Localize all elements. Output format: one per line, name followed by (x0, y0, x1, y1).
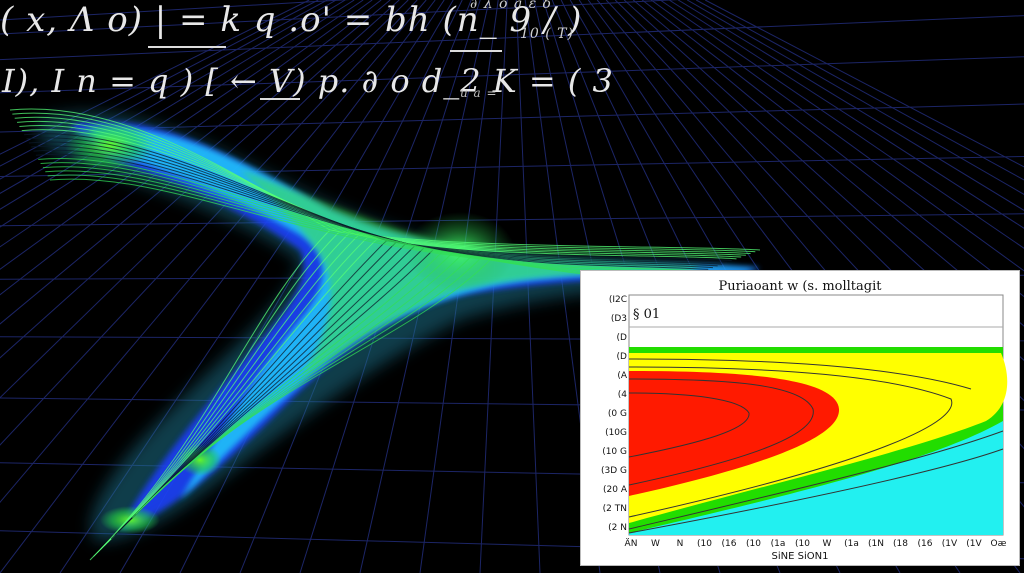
fraction-bar (148, 46, 226, 48)
inset-y-tick-label: (20 A (603, 485, 627, 495)
grid-line (0, 56, 1024, 94)
grid-line (0, 0, 409, 399)
grid-line (0, 213, 1024, 227)
grid-line (0, 15, 1024, 61)
grid-line (0, 0, 391, 325)
inset-contour-chart: Puriaoant w (s. molltagit § 01 (I2C (D3 (D… (580, 270, 1020, 566)
grid-line (686, 0, 1024, 195)
equation-line-2-subscript: u a = (460, 86, 498, 100)
inset-x-tick-label: (10 (795, 539, 810, 549)
inset-x-tick-label: (16 (721, 539, 737, 549)
inset-x-tick-label: (16 (917, 539, 933, 549)
inset-x-tick-label: (10 (746, 539, 761, 549)
grid-line (0, 0, 418, 446)
inset-x-tick-label: (1a (844, 539, 859, 549)
inset-y-tick-label: (D (616, 333, 627, 343)
inset-x-tick-label: (1V (966, 539, 982, 549)
grid-line (0, 0, 436, 573)
grid-line (0, 0, 680, 35)
inset-x-tick-label: (1N (868, 539, 884, 549)
grid-line (0, 0, 427, 504)
inset-chart-title: Puriaoant w (s. molltagit (718, 279, 882, 294)
inset-x-tick-label: Oæ (990, 539, 1007, 549)
inset-x-tick-label: (10 (697, 539, 712, 549)
equation-line-1-superscript: ∂ λ o a ε δ (470, 0, 553, 12)
inset-chart-canvas (581, 271, 1019, 565)
inset-y-tick-label: (2 N (608, 523, 627, 533)
inset-y-tick-label: (2 TN (602, 504, 627, 514)
inset-y-tick-label: (4 (617, 390, 627, 400)
grid-line (0, 0, 310, 155)
grid-line (0, 0, 400, 359)
fraction-bar (260, 98, 300, 100)
inset-y-tick-label: (A (617, 371, 627, 381)
inset-y-tick-label: (0 G (607, 409, 627, 419)
grid-line (677, 0, 1024, 211)
grid-line (650, 0, 1024, 272)
contour-line (19, 125, 742, 547)
inset-y-tick-label: (10G (605, 428, 627, 438)
equation-line-1: ( x, Λ o) | = k q .o' = bh (n_ 9 / ) (0, 0, 583, 40)
inset-x-tick-label: W (822, 539, 832, 549)
grid-line (695, 0, 1024, 181)
inset-y-tick-label: (D (616, 352, 627, 362)
inset-annotation: § 01 (633, 307, 661, 322)
grid-line (0, 103, 1024, 133)
grid-line (0, 0, 328, 180)
grid-line (0, 0, 319, 167)
grid-line (668, 0, 1024, 229)
grid-line (659, 0, 1024, 249)
band-cyan (90, 128, 760, 500)
inset-x-tick-label: ÄN (624, 539, 638, 549)
grid-line (0, 0, 382, 296)
inset-x-tick-label: N (676, 539, 684, 549)
inset-y-tick-label: (D3 (610, 314, 627, 324)
contour-line (12, 112, 756, 557)
grid-line (0, 0, 364, 248)
equation-line-1-subscript: 10 ( T) (520, 26, 574, 42)
fraction-bar (450, 50, 502, 52)
inset-y-tick-label: (10 G (602, 447, 627, 457)
grid-line (0, 0, 373, 270)
equation-line-2: I), I n = q ) [ ← V) p. ∂ o d_2 K = ( 3 (2, 62, 614, 100)
grid-line (0, 0, 350, 21)
grid-line (0, 0, 337, 194)
grid-line (704, 0, 1024, 168)
inset-x-tick-label: W (651, 539, 660, 549)
contour-line (9, 108, 761, 561)
grid-line (0, 0, 346, 210)
inset-x-tick-label: (18 (893, 539, 908, 549)
inset-y-tick-label: (I2C (608, 295, 627, 305)
peak-blob (178, 444, 222, 476)
inset-x-tick-label: (1a (770, 539, 786, 549)
inset-y-tick-label: (3D G (600, 466, 627, 476)
inset-x-tick-label: (1V (941, 539, 958, 549)
contour-lines (9, 108, 761, 561)
grid-line (0, 0, 355, 228)
inset-fill-red (629, 371, 840, 496)
inset-x-axis-label: SiNE SiON1 (771, 551, 829, 562)
